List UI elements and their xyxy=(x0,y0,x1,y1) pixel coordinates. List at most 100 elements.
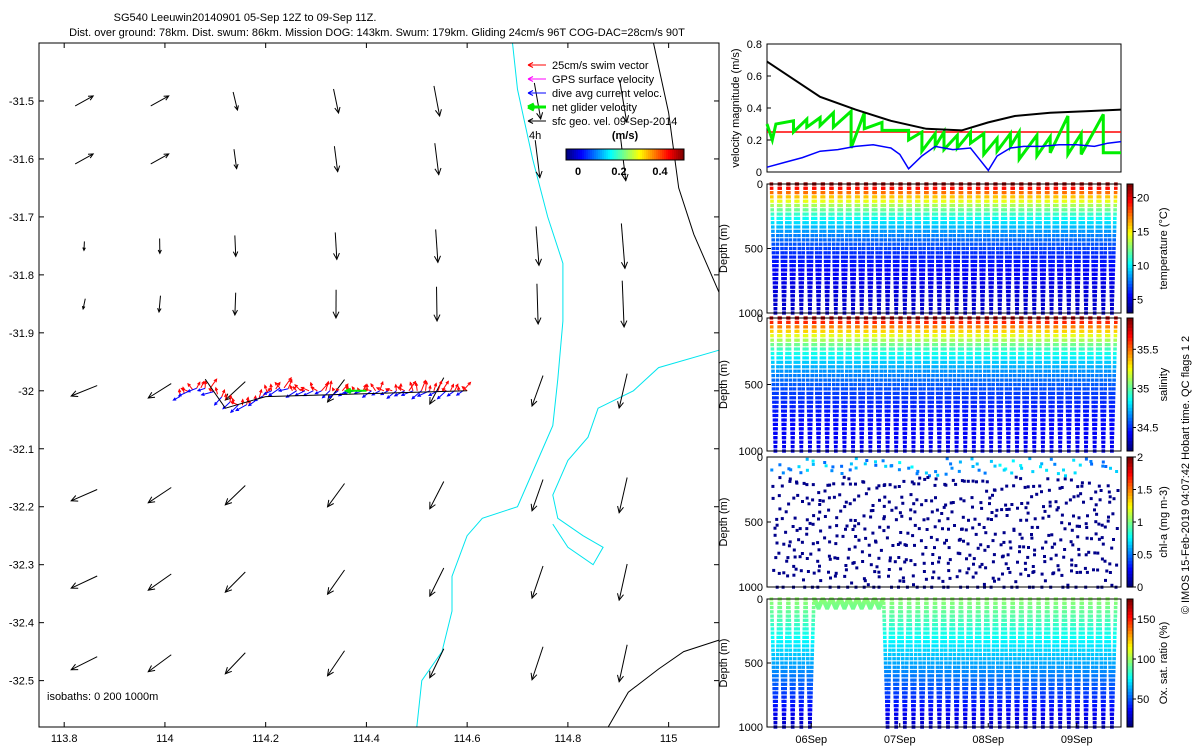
swim-vector xyxy=(370,382,377,392)
section-colorbar-label: salinity xyxy=(1158,367,1170,401)
geo-velocity-arrow xyxy=(333,88,341,115)
map-x-tick-label: 114 xyxy=(156,733,174,745)
section-ylabel: Depth (m) xyxy=(718,498,730,547)
section-colorbar: 5 10 15 20 temperature (°C) xyxy=(1126,183,1170,314)
swim-vector xyxy=(433,382,438,391)
map-axes-frame xyxy=(38,42,720,728)
swim-vector xyxy=(394,383,398,391)
swim-vector xyxy=(329,380,333,391)
swim-vector xyxy=(325,380,330,391)
dac-arrow xyxy=(267,387,281,397)
section-x-tick-label: 08Sep xyxy=(972,734,1004,746)
section-y-tick-label: 500 xyxy=(745,380,763,392)
geo-velocity-arrow xyxy=(617,373,628,410)
dac-arrow xyxy=(436,390,447,400)
dac-arrow xyxy=(196,387,206,392)
geo-velocity-arrow xyxy=(157,295,162,314)
swim-vector xyxy=(258,388,263,399)
swim-vector xyxy=(300,386,310,392)
legend-label-dac: dive avg current veloc. xyxy=(552,88,662,100)
map-y-tick-label: -32.4 xyxy=(9,618,34,630)
geo-velocity-arrow xyxy=(332,289,340,320)
section-colorbar-tick-label: 1 xyxy=(1137,517,1143,529)
section-colorbar-tick-label: 35 xyxy=(1137,383,1149,395)
section-ylabel: Depth (m) xyxy=(718,639,730,688)
geo-velocity-arrow xyxy=(617,477,628,514)
geo-velocity-arrow xyxy=(534,283,542,326)
swim-vector xyxy=(269,383,273,391)
figure-title-line2: Dist. over ground: 78km. Dist. swum: 86k… xyxy=(69,27,685,39)
section-x-tick-label: 09Sep xyxy=(1061,734,1093,746)
swim-vector xyxy=(441,388,447,392)
geo-velocity-arrow xyxy=(232,292,238,317)
swim-vector xyxy=(409,381,414,391)
swim-vector xyxy=(287,378,293,389)
geo-velocity-arrow xyxy=(74,153,95,165)
swim-vector xyxy=(228,394,233,403)
section-y-tick-label: 500 xyxy=(745,658,763,670)
speed-colorbar: (m/s) 0 0.2 0.4 xyxy=(565,130,685,178)
section-colorbar-tick-label: 10 xyxy=(1137,260,1149,272)
section-colorbar-tick-label: 35.5 xyxy=(1137,344,1158,356)
geo-velocity-arrow xyxy=(326,569,345,596)
swim-vector xyxy=(224,393,228,400)
map-x-tick-label: 114.2 xyxy=(252,733,279,745)
geo-velocity-arrow xyxy=(150,153,170,165)
map-x-tick-label: 114.8 xyxy=(555,733,582,745)
swim-vector xyxy=(454,383,459,392)
swim-vector xyxy=(196,381,201,389)
section-ylabel: Depth (m) xyxy=(718,360,730,409)
section-y-tick-label: 0 xyxy=(757,179,763,191)
speed-colorbar-title: (m/s) xyxy=(612,130,639,142)
velocity-series-line xyxy=(766,140,1122,172)
coastline-0m xyxy=(653,42,720,293)
velocity-y-tick-label: 0.6 xyxy=(747,71,762,83)
swim-vector xyxy=(264,384,268,394)
geo-velocity-arrow xyxy=(82,241,86,252)
net-glider-velocity-arrow xyxy=(343,387,367,394)
geo-velocity-arrow xyxy=(530,375,544,408)
section-y-tick-label: 500 xyxy=(745,244,763,256)
swim-vector xyxy=(292,386,297,392)
geo-velocity-arrow xyxy=(429,648,445,679)
geo-velocity-arrow xyxy=(224,571,246,593)
velocity-panel: 0 0.2 0.4 0.6 0.8 velocity magnitude (m/s) xyxy=(730,39,1122,179)
section-y-tick-label: 1000 xyxy=(739,582,763,594)
map-y-tick-label: -31.5 xyxy=(9,96,34,108)
geo-velocity-arrow xyxy=(224,485,246,506)
section-colorbar-tick-label: 34.5 xyxy=(1137,423,1158,435)
swim-vector xyxy=(187,382,193,390)
geo-velocity-arrow xyxy=(70,656,98,671)
geo-velocity-arrow xyxy=(429,481,445,510)
geo-velocity-arrow xyxy=(530,646,544,681)
geo-velocity-arrow xyxy=(74,95,95,107)
swim-vector xyxy=(208,388,214,393)
geo-velocity-arrow xyxy=(233,149,239,170)
legend-label-gps: GPS surface velocity xyxy=(552,74,655,86)
legend-label-net: net glider velocity xyxy=(552,102,637,114)
dac-arrow xyxy=(186,387,197,393)
swim-vector xyxy=(214,386,219,395)
geo-velocity-arrow xyxy=(533,82,544,121)
dac-arrow xyxy=(213,396,223,406)
velocity-series-line xyxy=(765,107,1121,164)
dac-arrow xyxy=(277,388,289,392)
geo-velocity-arrow xyxy=(433,85,442,118)
geo-velocity-arrow xyxy=(620,280,628,329)
section-colorbar-tick-label: 100 xyxy=(1137,654,1155,666)
swim-vector xyxy=(331,387,336,392)
swim-vector xyxy=(274,381,281,389)
section-colorbar-tick-label: 150 xyxy=(1137,614,1155,626)
dac-arrow xyxy=(321,390,331,399)
geo-velocity-arrow xyxy=(535,226,542,267)
isobath-200m xyxy=(552,349,720,566)
section-panel: 0 500 1000 Depth (m) 0 0.5 1 1.5 2 chl-a (mg m-3) xyxy=(718,452,1170,594)
dac-arrow xyxy=(172,396,181,401)
geo-velocity-arrow xyxy=(81,298,86,311)
isobaths-label: isobaths: 0 200 1000m xyxy=(47,691,158,703)
section-panel: 0 500 1000 Depth (m) 5 10 15 20 temperature (°C) xyxy=(718,179,1170,320)
dac-arrow xyxy=(247,400,256,407)
geo-velocity-arrow xyxy=(70,385,98,397)
